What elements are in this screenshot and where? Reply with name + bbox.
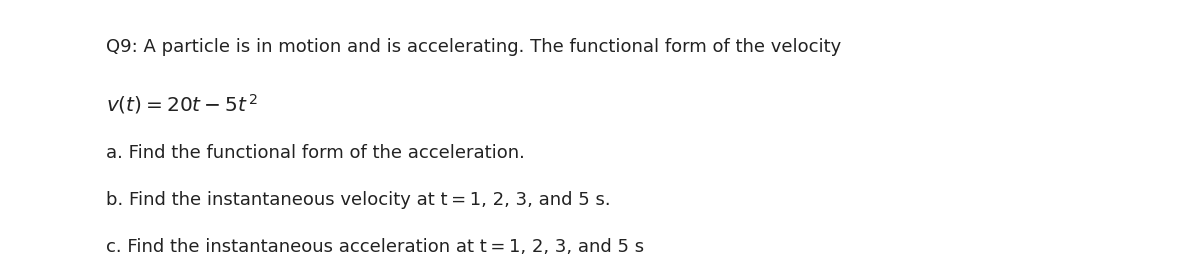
Text: b. Find the instantaneous velocity at t = 1, 2, 3, and 5 s.: b. Find the instantaneous velocity at t … [106, 191, 611, 209]
Text: a. Find the functional form of the acceleration.: a. Find the functional form of the accel… [106, 144, 525, 162]
Text: c. Find the instantaneous acceleration at t = 1, 2, 3, and 5 s: c. Find the instantaneous acceleration a… [106, 238, 644, 256]
Text: $\mathit{v}(\mathit{t}) = 20\mathit{t} - 5\mathit{t}^{\,2}$: $\mathit{v}(\mathit{t}) = 20\mathit{t} -… [106, 92, 258, 116]
Text: Q9: A particle is in motion and is accelerating. The functional form of the velo: Q9: A particle is in motion and is accel… [106, 38, 842, 56]
